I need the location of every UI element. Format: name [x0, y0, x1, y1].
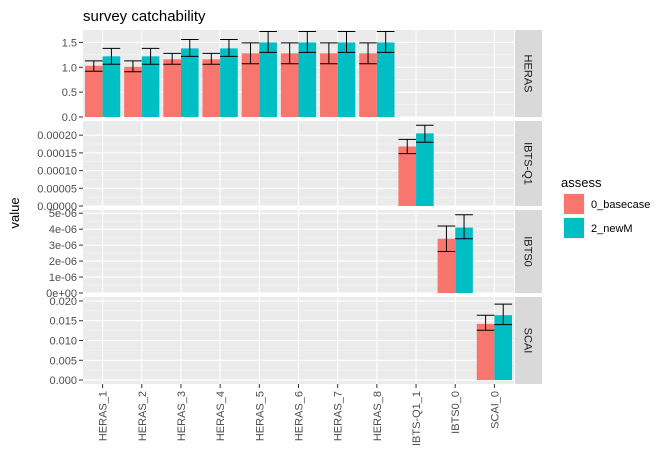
- bar-2_newM-IBTS-Q1_1: [416, 133, 434, 206]
- x-tick-label: HERAS_6: [294, 391, 306, 441]
- error-bar-0_basecase-IBTS-Q1_1: [398, 138, 417, 155]
- y-tick-label: 0.00015: [37, 148, 77, 160]
- y-tick-label: 0.000: [49, 375, 77, 387]
- error-bar-0_basecase-HERAS_7: [320, 42, 338, 65]
- x-tick-label: HERAS_7: [333, 391, 345, 441]
- error-bar-2_newM-IBTS-Q1_1: [416, 124, 434, 143]
- bar-2_newM-IBTS0_0: [455, 227, 473, 293]
- legend-label: 0_basecase: [591, 199, 650, 211]
- y-tick-label: 0.005: [49, 355, 77, 367]
- y-tick-label: 3e-06: [49, 240, 77, 252]
- error-bar-2_newM-HERAS_3: [180, 38, 199, 57]
- bar-0_basecase-HERAS_5: [241, 53, 260, 117]
- facet-panels: 0.00.51.01.5HERAS0.000000.000050.000100.…: [37, 30, 542, 387]
- x-tick-label: HERAS_8: [372, 391, 384, 441]
- panel-ibts-q1: 0.00000 0.00005 0.00010 0.00015 0.00020 IBTS-…: [37, 121, 542, 213]
- x-tick-label: HERAS_4: [215, 391, 227, 441]
- facet-strip: [515, 30, 542, 117]
- legend-key-0_basecase: [564, 194, 584, 214]
- y-tick-label: 0.010: [49, 336, 77, 348]
- error-bar-2_newM-HERAS_1: [102, 47, 121, 65]
- y-tick-label: 0.00005: [37, 183, 77, 195]
- y-tick-label: 2e-06: [49, 256, 77, 268]
- bar-0_basecase-HERAS_4: [202, 59, 221, 117]
- x-tick-label: HERAS_1: [98, 391, 110, 441]
- error-bar-0_basecase-HERAS_5: [241, 42, 260, 65]
- y-tick-label: 0.00000: [37, 201, 77, 213]
- y-tick-label: 0.00010: [37, 166, 77, 178]
- facet-strip: [515, 121, 542, 206]
- error-bar-2_newM-IBTS0_0: [455, 214, 473, 240]
- x-tick-label: SCAI_0: [489, 391, 501, 429]
- facet-strip-label: SCAI: [522, 328, 534, 354]
- error-bar-0_basecase-HERAS_8: [359, 42, 377, 65]
- bar-0_basecase-HERAS_1: [84, 65, 103, 117]
- y-tick-label: 4e-06: [49, 224, 77, 236]
- x-tick-label: HERAS_3: [176, 391, 188, 441]
- bar-0_basecase-HERAS_8: [359, 53, 377, 117]
- legend: assess 0_basecase 2_newM: [561, 175, 650, 239]
- x-axis: HERAS_1 HERAS_2 HERAS_3 HERAS_4 HERAS_5 HERAS…: [98, 384, 501, 446]
- chart-title: survey catchability: [83, 8, 206, 25]
- bar-2_newM-HERAS_5: [259, 42, 277, 117]
- y-tick-label: 1e-06: [49, 272, 77, 284]
- bar-2_newM-HERAS_2: [141, 56, 160, 117]
- bar-2_newM-HERAS_1: [102, 56, 121, 117]
- error-bar-0_basecase-HERAS_1: [84, 60, 103, 72]
- y-tick-label: 0.00020: [37, 130, 77, 142]
- bar-0_basecase-HERAS_2: [124, 66, 142, 117]
- error-bar-0_basecase-IBTS0_0: [437, 225, 456, 252]
- bar-0_basecase-IBTS-Q1_1: [398, 146, 417, 206]
- y-tick-label: 0.015: [49, 316, 77, 328]
- y-tick-label: 0.5: [62, 87, 77, 99]
- legend-key-2_newM: [564, 218, 584, 238]
- bar-2_newM-HERAS_4: [220, 48, 238, 117]
- bar-2_newM-SCAI_0: [494, 315, 513, 381]
- bar-0_basecase-IBTS0_0: [437, 238, 456, 293]
- bar-2_newM-HERAS_8: [376, 42, 395, 117]
- error-bar-2_newM-HERAS_4: [220, 38, 238, 57]
- legend-label: 2_newM: [591, 223, 633, 235]
- bar-0_basecase-SCAI_0: [476, 323, 495, 381]
- error-bar-0_basecase-HERAS_6: [280, 42, 299, 65]
- facet-strip-label: IBTS-Q1: [522, 142, 534, 185]
- facet-strip-label: HERAS: [522, 55, 534, 93]
- y-axis-label: value: [7, 197, 22, 228]
- facet-strip: [515, 297, 542, 384]
- y-tick-label: 0.020: [49, 296, 77, 308]
- y-tick-label: 1.0: [62, 62, 77, 74]
- legend-title: assess: [561, 175, 602, 190]
- x-tick-label: IBTS0_0: [450, 391, 462, 434]
- bar-0_basecase-HERAS_3: [163, 59, 181, 117]
- bar-2_newM-HERAS_3: [180, 48, 199, 117]
- y-tick-label: 0.0: [62, 112, 77, 124]
- bar-0_basecase-HERAS_6: [280, 53, 299, 117]
- panel-ibts0: 0e+00 1e-06 2e-06 3e-06 4e-06 5e-06 IBTS0: [46, 208, 542, 300]
- panel-scai: 0.000 0.005 0.010 0.015 0.020 SCAI: [49, 296, 542, 387]
- y-tick-label: 5e-06: [49, 208, 77, 220]
- error-bar-0_basecase-SCAI_0: [476, 314, 495, 331]
- panel-heras: 0.0 0.5 1.0 1.5 HERAS: [62, 30, 542, 124]
- error-bar-2_newM-HERAS_7: [337, 30, 356, 53]
- bar-0_basecase-HERAS_7: [320, 53, 338, 117]
- bar-2_newM-HERAS_7: [337, 42, 356, 117]
- error-bar-0_basecase-HERAS_2: [124, 60, 142, 73]
- error-bar-2_newM-HERAS_8: [376, 30, 395, 53]
- error-bar-0_basecase-HERAS_4: [202, 52, 221, 65]
- error-bar-2_newM-HERAS_2: [141, 47, 160, 65]
- facet-strip-label: IBTS0: [522, 236, 534, 267]
- error-bar-2_newM-SCAI_0: [494, 303, 513, 326]
- x-tick-label: HERAS_2: [137, 391, 149, 441]
- y-tick-label: 1.5: [62, 37, 77, 49]
- error-bar-2_newM-HERAS_5: [259, 30, 277, 53]
- x-tick-label: IBTS-Q1_1: [411, 391, 423, 446]
- error-bar-2_newM-HERAS_6: [298, 30, 317, 53]
- y-tick-label: 0e+00: [46, 288, 77, 300]
- bar-2_newM-HERAS_6: [298, 42, 317, 117]
- facet-strip: [515, 210, 542, 293]
- error-bar-0_basecase-HERAS_3: [163, 52, 181, 65]
- x-tick-label: HERAS_5: [254, 391, 266, 441]
